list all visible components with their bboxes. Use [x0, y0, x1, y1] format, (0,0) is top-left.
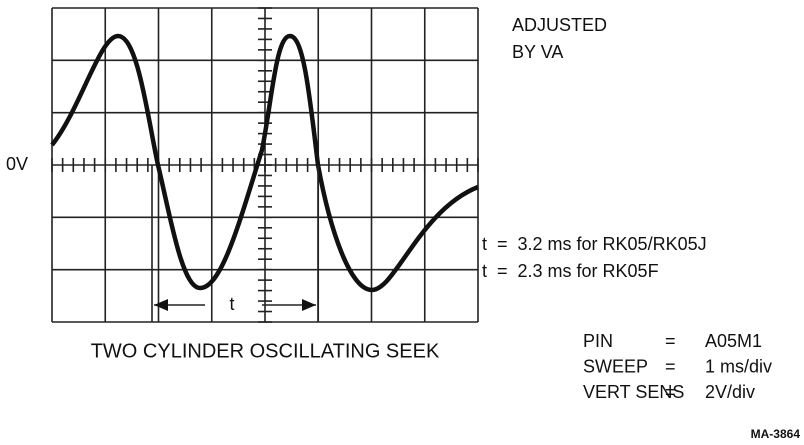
setting-cell: =	[665, 331, 676, 351]
setting-cell: VERT SENS	[583, 382, 684, 402]
setting-cell: =	[665, 382, 676, 402]
scope-grid	[51, 7, 479, 323]
setting-cell: 1 ms/div	[705, 356, 772, 376]
zero-label: 0V	[6, 154, 28, 174]
title-line: BY VA	[512, 42, 563, 62]
arrow-head	[154, 299, 168, 311]
timing-note: t = 3.2 ms for RK05/RK05J	[482, 234, 707, 254]
arrow-head	[302, 299, 316, 311]
title-line: ADJUSTED	[512, 15, 607, 35]
setting-cell: A05M1	[705, 331, 762, 351]
figure-id: MA-3864	[751, 427, 801, 441]
caption: TWO CYLINDER OSCILLATING SEEK	[91, 340, 440, 362]
interval-label: t	[229, 294, 234, 314]
waveform	[50, 33, 479, 293]
setting-cell: PIN	[583, 331, 613, 351]
setting-cell: SWEEP	[583, 356, 648, 376]
setting-cell: 2V/div	[705, 382, 755, 402]
timing-note: t = 2.3 ms for RK05F	[482, 261, 659, 281]
setting-cell: =	[665, 356, 676, 376]
